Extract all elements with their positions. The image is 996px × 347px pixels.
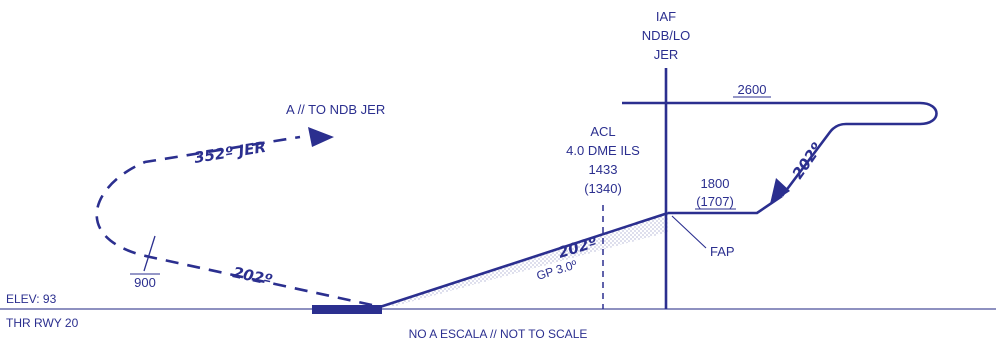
inbound-arrowhead [770,178,790,204]
step-altitude-top: 1800 [701,176,730,191]
missed-approach-path [95,135,373,307]
final-course-label: 202º [556,233,600,262]
airport-elevation: ELEV: 93 [6,292,57,306]
missed-approach-altitude: 900 [134,275,156,290]
acl-line4: (1340) [584,181,622,196]
acl-line1: ACL [590,124,615,139]
iaf-name: NDB/LO [642,28,690,43]
missed-departure-course: 202º [231,263,274,289]
missed-approach-arrowhead [308,127,334,147]
final-approach-path [379,211,669,309]
fap-leader-line [671,215,707,249]
acl-line2: 4.0 DME ILS [566,143,640,158]
iaf-type: IAF [656,9,676,24]
procedure-turn-path [780,101,938,197]
scale-note: NO A ESCALA // NOT TO SCALE [409,327,588,341]
step-down-path [668,194,783,215]
fap-label: FAP [710,244,735,259]
holding-altitude-label: 2600 [738,82,767,97]
iaf-ident: JER [654,47,679,62]
runway-threshold-bar [312,305,382,314]
missed-altitude-tick [143,235,156,272]
step-altitude-bottom: (1707) [696,194,734,209]
acl-line3: 1433 [589,162,618,177]
missed-approach-instruction: A // TO NDB JER [286,102,385,117]
missed-approach-course: 352º JER [193,138,267,167]
threshold-label: THR RWY 20 [6,316,79,330]
